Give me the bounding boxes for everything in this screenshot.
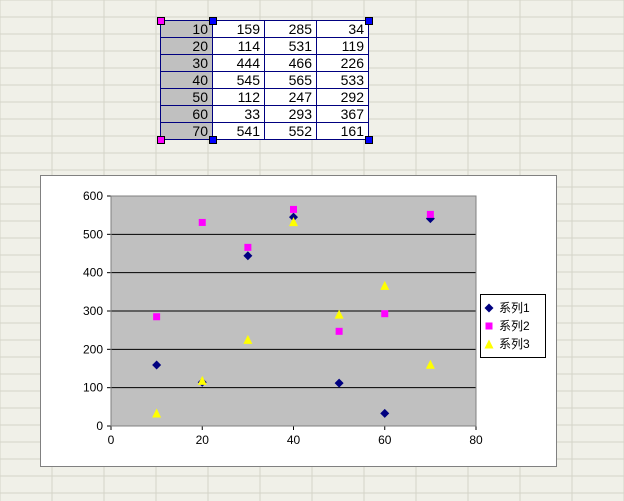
- legend-marker-icon: [483, 302, 495, 314]
- data-cell[interactable]: 552: [265, 123, 317, 140]
- table-row: 70541552161: [161, 123, 369, 140]
- selection-handle[interactable]: [365, 17, 373, 25]
- data-point: [381, 310, 388, 317]
- data-cell[interactable]: 541: [213, 123, 265, 140]
- x-tick-label: 80: [469, 433, 483, 447]
- selection-handle[interactable]: [157, 17, 165, 25]
- table-row: 30444466226: [161, 55, 369, 72]
- row-header-cell[interactable]: 70: [161, 123, 213, 140]
- table-row: 1015928534: [161, 21, 369, 38]
- selection-handle[interactable]: [209, 136, 217, 144]
- y-tick-label: 200: [83, 342, 103, 356]
- data-cell[interactable]: 226: [317, 55, 369, 72]
- table-row: 6033293367: [161, 106, 369, 123]
- x-tick-label: 40: [287, 433, 301, 447]
- legend-item: 系列2: [483, 317, 543, 335]
- selection-handle[interactable]: [209, 17, 217, 25]
- x-tick-label: 0: [108, 433, 115, 447]
- selection-handle[interactable]: [157, 136, 165, 144]
- data-cell[interactable]: 293: [265, 106, 317, 123]
- data-cell[interactable]: 114: [213, 38, 265, 55]
- data-cell[interactable]: 159: [213, 21, 265, 38]
- data-point: [153, 313, 160, 320]
- legend-label: 系列3: [499, 336, 530, 352]
- data-cell[interactable]: 119: [317, 38, 369, 55]
- row-header-cell[interactable]: 40: [161, 72, 213, 89]
- data-cell[interactable]: 33: [213, 106, 265, 123]
- data-cell[interactable]: 292: [317, 89, 369, 106]
- legend-label: 系列2: [499, 318, 530, 334]
- legend-label: 系列1: [499, 300, 530, 316]
- data-cell[interactable]: 466: [265, 55, 317, 72]
- data-point: [199, 219, 206, 226]
- data-point: [244, 244, 251, 251]
- chart-legend: 系列1 系列2 系列3: [480, 294, 546, 358]
- y-tick-label: 600: [83, 189, 103, 203]
- y-tick-label: 300: [83, 304, 103, 318]
- data-point: [427, 211, 434, 218]
- row-header-cell[interactable]: 10: [161, 21, 213, 38]
- legend-item: 系列1: [483, 299, 543, 317]
- scatter-chart: 0 100 200 300 400 500 600 0 20 40 60 80: [41, 176, 556, 466]
- data-cell[interactable]: 565: [265, 72, 317, 89]
- row-header-cell[interactable]: 50: [161, 89, 213, 106]
- data-cell[interactable]: 367: [317, 106, 369, 123]
- y-tick-label: 500: [83, 227, 103, 241]
- y-tick-label: 100: [83, 381, 103, 395]
- data-point: [290, 206, 297, 213]
- data-cell[interactable]: 34: [317, 21, 369, 38]
- data-cell[interactable]: 285: [265, 21, 317, 38]
- data-cell[interactable]: 531: [265, 38, 317, 55]
- row-header-cell[interactable]: 20: [161, 38, 213, 55]
- row-header-cell[interactable]: 30: [161, 55, 213, 72]
- table-row: 20114531119: [161, 38, 369, 55]
- x-tick-label: 60: [378, 433, 392, 447]
- data-cell[interactable]: 247: [265, 89, 317, 106]
- legend-marker-icon: [483, 320, 495, 332]
- data-table: 1015928534201145311193044446622640545565…: [160, 20, 369, 140]
- table-row: 50112247292: [161, 89, 369, 106]
- table-row: 40545565533: [161, 72, 369, 89]
- data-cell[interactable]: 444: [213, 55, 265, 72]
- data-point: [336, 328, 343, 335]
- y-tick-label: 0: [96, 419, 103, 433]
- x-tick-label: 20: [196, 433, 210, 447]
- data-cell[interactable]: 161: [317, 123, 369, 140]
- legend-marker-icon: [483, 338, 495, 350]
- data-cell[interactable]: 112: [213, 89, 265, 106]
- data-cell[interactable]: 533: [317, 72, 369, 89]
- legend-item: 系列3: [483, 335, 543, 353]
- data-cell[interactable]: 545: [213, 72, 265, 89]
- selection-handle[interactable]: [365, 136, 373, 144]
- row-header-cell[interactable]: 60: [161, 106, 213, 123]
- chart-frame: 0 100 200 300 400 500 600 0 20 40 60 80 系列1 系列2 系列3: [40, 175, 557, 467]
- y-tick-label: 400: [83, 266, 103, 280]
